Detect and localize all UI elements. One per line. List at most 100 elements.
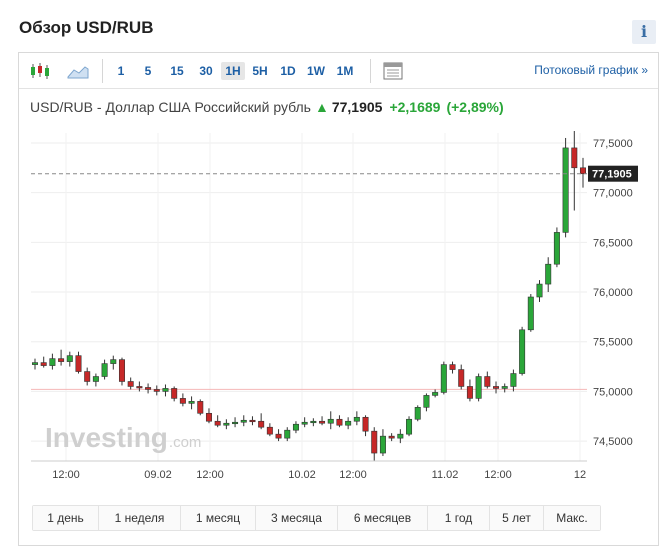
candles xyxy=(32,131,586,461)
y-tick-label: 74,5000 xyxy=(593,436,633,448)
candle xyxy=(284,427,291,442)
candle xyxy=(127,377,134,390)
range-1d[interactable]: 1 день xyxy=(33,506,99,530)
candle xyxy=(449,361,456,374)
candle-body xyxy=(284,429,291,439)
candle xyxy=(484,371,491,389)
y-tick-label: 76,5000 xyxy=(593,237,633,249)
timeframe-5m[interactable]: 5 xyxy=(144,64,152,78)
candle xyxy=(353,411,360,426)
candle xyxy=(458,364,465,390)
area-chart-icon[interactable] xyxy=(66,61,90,81)
chart-panel: 1 5 15 30 1H 5H 1D 1W 1M Потоковый графи… xyxy=(18,52,659,546)
candle xyxy=(275,429,282,442)
table-view-icon[interactable] xyxy=(381,61,405,81)
candle xyxy=(406,416,413,437)
candle-body xyxy=(162,388,169,392)
candle xyxy=(545,257,552,293)
candlestick-icon[interactable] xyxy=(28,61,52,81)
candle-body xyxy=(214,420,221,426)
candle-body xyxy=(179,398,186,404)
candle-body xyxy=(536,283,543,298)
candle-body xyxy=(327,418,334,424)
candle-body xyxy=(406,418,413,435)
candle-body xyxy=(101,363,108,377)
quote-line: USD/RUB - Доллар США Российский рубль ▲ 77… xyxy=(30,99,504,115)
candle-body xyxy=(40,362,47,366)
timeframe-1w[interactable]: 1W xyxy=(307,64,325,78)
candle-body xyxy=(379,435,386,454)
candle-body xyxy=(388,435,395,439)
x-tick-label: 12:00 xyxy=(52,469,80,481)
candle xyxy=(466,379,473,402)
candle xyxy=(58,349,65,366)
candle-body xyxy=(127,381,134,387)
x-tick-label: 12:00 xyxy=(484,469,512,481)
candle-body xyxy=(92,376,99,382)
range-1mo[interactable]: 1 месяц xyxy=(181,506,256,530)
candle-body xyxy=(440,364,447,393)
x-tick-label: 11.02 xyxy=(432,469,459,481)
candle-body xyxy=(466,386,473,399)
price-change: +2,1689 xyxy=(389,99,441,115)
candle xyxy=(423,393,430,412)
candle-body xyxy=(571,147,578,169)
candle-body xyxy=(580,167,586,175)
candle xyxy=(440,361,447,395)
candle-body xyxy=(301,421,308,425)
candle xyxy=(388,433,395,442)
price-change-percent: (+2,89%) xyxy=(446,99,504,115)
candle-body xyxy=(353,416,360,422)
timeframe-15m[interactable]: 15 xyxy=(170,64,184,78)
range-1y[interactable]: 1 год xyxy=(428,506,490,530)
page-title: Обзор USD/RUB xyxy=(19,18,154,37)
candle xyxy=(258,413,265,430)
timeframe-1h[interactable]: 1H xyxy=(221,62,245,80)
streaming-chart-link[interactable]: Потоковый график » xyxy=(534,63,648,77)
candle-body xyxy=(458,369,465,387)
chart-axes: 77,5000 77,0000 76,5000 76,0000 75,5000 75,00… xyxy=(31,138,638,481)
candle-body xyxy=(197,401,204,414)
candle xyxy=(371,427,378,461)
candle-body xyxy=(58,358,65,362)
candle xyxy=(171,386,178,402)
timeframe-1mo[interactable]: 1M xyxy=(336,64,354,78)
candle xyxy=(153,385,160,396)
candle xyxy=(501,383,508,393)
candle-body xyxy=(32,362,38,365)
candle-body xyxy=(110,359,117,364)
candle-body xyxy=(118,359,125,382)
range-3mo[interactable]: 3 месяца xyxy=(256,506,338,530)
candle-body xyxy=(49,358,56,366)
x-tick-label: 10.02 xyxy=(288,469,316,481)
candle-body xyxy=(145,387,152,390)
candle xyxy=(162,384,169,397)
range-6mo[interactable]: 6 месяцев xyxy=(338,506,428,530)
candle xyxy=(493,381,500,394)
range-max[interactable]: Макс. xyxy=(544,506,600,530)
timeframe-30m[interactable]: 30 xyxy=(199,64,213,78)
candle-body xyxy=(310,420,317,424)
candle xyxy=(197,399,204,416)
timeframe-5h[interactable]: 5H xyxy=(252,64,268,78)
range-selector: 1 день 1 неделя 1 месяц 3 месяца 6 месяц… xyxy=(32,505,601,531)
range-5y[interactable]: 5 лет xyxy=(490,506,544,530)
candle xyxy=(571,131,578,211)
candle-body xyxy=(188,401,195,404)
candle xyxy=(301,417,308,428)
timeframe-1m[interactable]: 1 xyxy=(117,64,125,78)
watermark-suffix: .com xyxy=(169,434,202,451)
info-icon[interactable]: i xyxy=(632,20,656,44)
candle-body xyxy=(275,433,282,439)
timeframe-1d[interactable]: 1D xyxy=(280,64,296,78)
price-chart[interactable]: Investing .com 77,5000 77,0000 76,5000 76,0… xyxy=(19,123,658,483)
candle-body xyxy=(345,420,352,426)
candle-body xyxy=(362,416,369,432)
range-1w[interactable]: 1 неделя xyxy=(99,506,181,530)
candle xyxy=(414,405,421,422)
candle xyxy=(580,157,586,188)
x-tick-label: 09.02 xyxy=(144,469,172,481)
candle xyxy=(49,353,56,370)
candle xyxy=(223,419,230,430)
candle xyxy=(84,367,91,386)
